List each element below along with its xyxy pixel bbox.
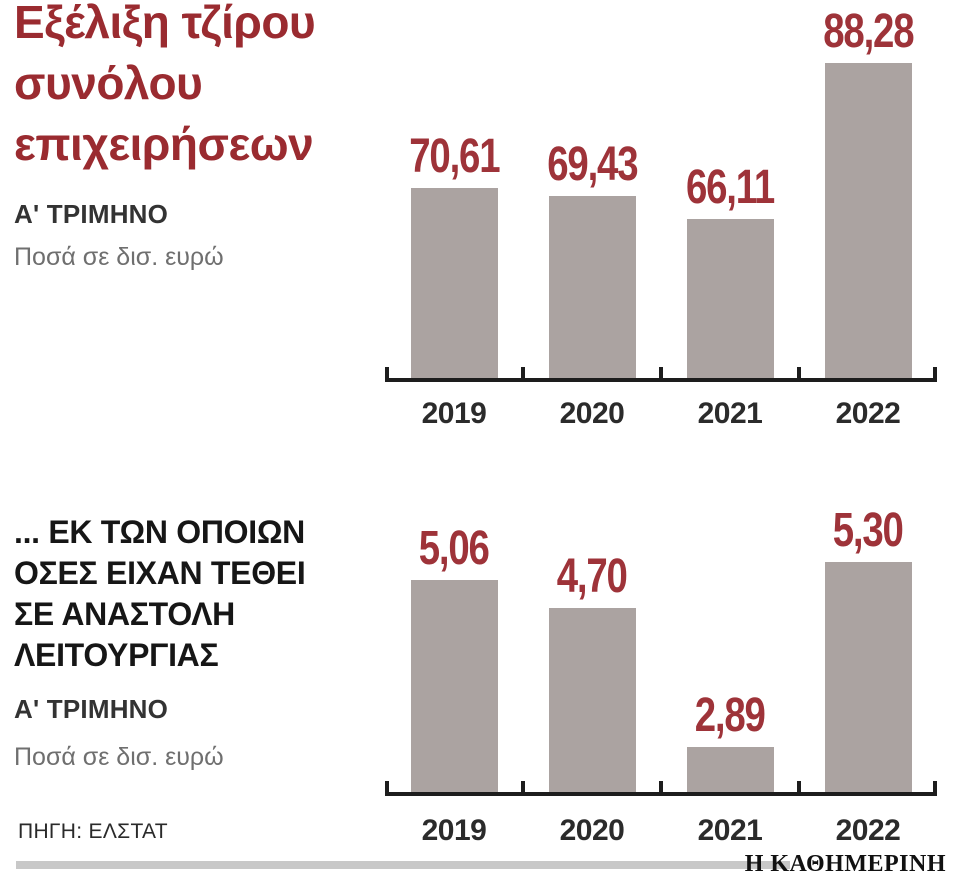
chart1-subtitle: Α' ΤΡΙΜΗΝΟ — [14, 199, 169, 229]
bar-slot-2020: 4,70 — [523, 508, 661, 794]
bar-2021 — [686, 747, 774, 794]
bar-value-label: 5,06 — [419, 522, 490, 576]
brand-logo: Η ΚΑΘΗΜΕΡΙΝΗ — [744, 851, 946, 877]
bar-slot-2022: 5,30 — [799, 504, 937, 794]
bar-slot-2021: 66,11 — [661, 9, 799, 380]
year-label-2020: 2020 — [559, 814, 625, 847]
year-label-2022: 2022 — [835, 814, 901, 847]
axis-tick — [933, 781, 937, 796]
chart2-header: ... ΕΚ ΤΩΝ ΟΠΟΙΩΝ ΟΣΕΣ ΕΙΧΑΝ ΤΕΘΕΙ ΣΕ ΑΝ… — [14, 512, 306, 772]
bar-value-label: 70,61 — [408, 130, 500, 184]
footer-divider — [16, 861, 790, 869]
chart2-title-line: ΛΕΙΤΟΥΡΓΙΑΣ — [14, 637, 219, 673]
year-label-2021: 2021 — [697, 397, 763, 430]
chart1-title-line: επιχειρήσεων — [14, 118, 314, 170]
bar-group: 70,61 69,43 66,11 88,28 — [385, 5, 937, 380]
chart-total-turnover: 70,61 69,43 66,11 88,28 2019 2020 2021 2022 — [385, 0, 937, 440]
chart2-title-line: ΣΕ ΑΝΑΣΤΟΛΗ — [14, 596, 235, 632]
axis-tick — [797, 367, 801, 382]
axis-tick — [659, 781, 663, 796]
bar-value-label: 69,43 — [546, 138, 638, 192]
bar-slot-2019: 5,06 — [385, 508, 523, 794]
x-axis-labels: 2019 2020 2021 2022 — [385, 397, 937, 431]
chart-suspended-businesses: 5,06 4,70 2,89 5,30 2019 2020 2021 2022 — [385, 480, 937, 887]
bar-value-label: 88,28 — [822, 5, 914, 59]
bar-slot-2022: 88,28 — [799, 5, 937, 380]
axis-tick — [521, 781, 525, 796]
bar-2022 — [824, 63, 912, 380]
chart1-title-line: συνόλου — [14, 57, 203, 109]
chart2-title: ... ΕΚ ΤΩΝ ΟΠΟΙΩΝ ΟΣΕΣ ΕΙΧΑΝ ΤΕΘΕΙ ΣΕ ΑΝ… — [14, 512, 306, 676]
year-label-2019: 2019 — [421, 814, 487, 847]
chart1-title: Εξέλιξη τζίρου συνόλου επιχειρήσεων — [14, 0, 316, 175]
axis-tick — [659, 367, 663, 382]
chart1-title-line: Εξέλιξη τζίρου — [14, 0, 316, 48]
chart2-title-line: ΟΣΕΣ ΕΙΧΑΝ ΤΕΘΕΙ — [14, 555, 306, 591]
x-axis-labels: 2019 2020 2021 2022 — [385, 814, 937, 848]
axis-tick — [521, 367, 525, 382]
bar-slot-2020: 69,43 — [523, 9, 661, 380]
bar-2019 — [410, 188, 498, 380]
bar-value-label: 66,11 — [686, 161, 775, 215]
bar-slot-2019: 70,61 — [385, 9, 523, 380]
chart2-subtitle: Α' ΤΡΙΜΗΝΟ — [14, 694, 169, 724]
bar-value-label: 2,89 — [695, 689, 766, 743]
year-label-2021: 2021 — [697, 814, 763, 847]
chart1-unit-label: Ποσά σε δισ. ευρώ — [14, 243, 224, 271]
axis-tick — [933, 367, 937, 382]
chart1-header: Εξέλιξη τζίρου συνόλου επιχειρήσεων Α' Τ… — [14, 0, 316, 272]
bar-value-label: 5,30 — [833, 504, 904, 558]
chart2-title-line: ... ΕΚ ΤΩΝ ΟΠΟΙΩΝ — [14, 514, 305, 550]
axis-tick — [797, 781, 801, 796]
bar-group: 5,06 4,70 2,89 5,30 — [385, 504, 937, 794]
chart2-unit-label: Ποσά σε δισ. ευρώ — [14, 743, 224, 771]
bar-2020 — [548, 608, 636, 794]
bar-slot-2021: 2,89 — [661, 508, 799, 794]
year-label-2020: 2020 — [559, 397, 625, 430]
axis-tick — [385, 781, 389, 796]
bar-2019 — [410, 580, 498, 794]
bar-2020 — [548, 196, 636, 380]
year-label-2019: 2019 — [421, 397, 487, 430]
bar-2021 — [686, 219, 774, 380]
axis-tick — [385, 367, 389, 382]
source-label: ΠΗΓΗ: ΕΛΣΤΑΤ — [18, 820, 168, 843]
bar-value-label: 4,70 — [557, 550, 628, 604]
bar-2022 — [824, 562, 912, 794]
year-label-2022: 2022 — [835, 397, 901, 430]
